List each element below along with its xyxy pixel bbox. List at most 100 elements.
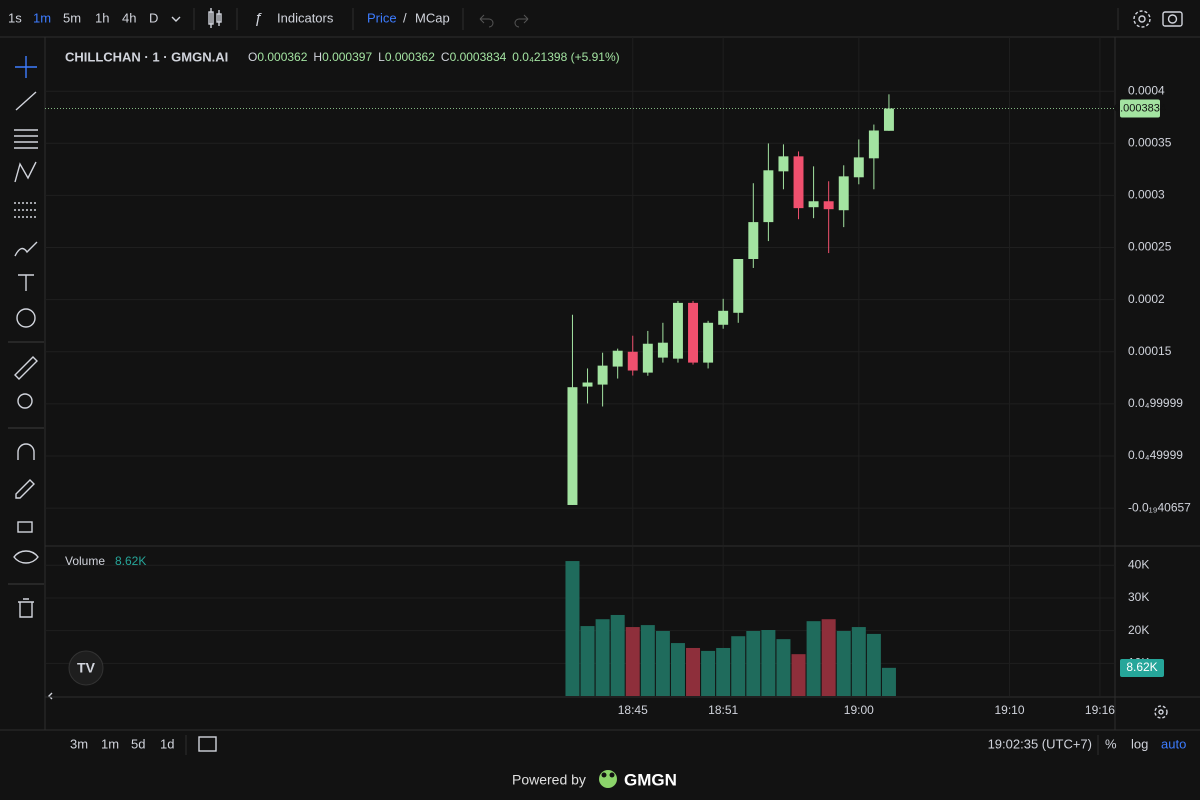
range[interactable]: 1m [101, 736, 119, 751]
volume-bar [716, 647, 731, 696]
lock-tool[interactable] [17, 521, 33, 533]
emoji-tool[interactable] [16, 308, 36, 328]
volume-bar [565, 561, 580, 696]
volume-bar [731, 636, 746, 696]
candle-body [582, 382, 593, 387]
symbol: CHILLCHAN · 1 · GMGN.AI [65, 49, 228, 64]
candle-body [838, 176, 849, 211]
volume-badge [1120, 659, 1164, 677]
clock: 19:02:35 (UTC+7) [988, 736, 1092, 751]
axis-settings[interactable] [1154, 705, 1168, 719]
x-tick-label: 19:10 [994, 703, 1024, 717]
candle-body [778, 156, 789, 172]
interval-active[interactable]: 1m [33, 10, 51, 25]
price-badge [1120, 99, 1160, 118]
volume-bar [836, 630, 851, 696]
tradingview-logo[interactable]: TV [68, 650, 104, 686]
left-toolbar [8, 56, 53, 700]
interval[interactable]: 1s [8, 10, 22, 25]
screenshot-button[interactable] [1162, 11, 1183, 27]
volume-bar [686, 647, 701, 696]
visibility-tool[interactable] [13, 550, 39, 564]
candle-body [642, 343, 653, 373]
top-toolbar: 1s 1m 5m 1h 4h D ƒ Indicators Price / MC… [8, 8, 1183, 30]
interval[interactable]: D [149, 10, 158, 25]
grid: 40K30K20K10K [45, 37, 1149, 696]
toggle-separator: / [403, 10, 407, 25]
change: 0.0₄21398 (+5.91%) [512, 50, 619, 64]
chart-type-button[interactable] [208, 8, 222, 28]
mcap-toggle[interactable]: MCap [415, 10, 450, 25]
magnet-tool[interactable] [17, 443, 35, 460]
crosshair-tool[interactable] [15, 56, 37, 78]
ohlc-value: 0.000362 [257, 50, 307, 64]
ohlc-legend: O0.000362 H0.000397 L0.000362 C0.0003834 0.0… [248, 50, 620, 64]
ruler-tool[interactable] [14, 356, 38, 380]
text-tool[interactable] [18, 274, 34, 291]
interval[interactable]: 5m [63, 10, 81, 25]
candle-body [733, 259, 744, 313]
volume-bar [701, 650, 716, 696]
fib-tool[interactable] [14, 129, 38, 149]
candle-body [808, 201, 819, 208]
x-tick-label: 18:45 [618, 703, 648, 717]
volume-bar [610, 614, 625, 696]
brand: GMGN [624, 770, 677, 789]
collapse-button[interactable] [48, 692, 53, 700]
volume-bar [851, 627, 866, 696]
x-tick-label: 18:51 [708, 703, 738, 717]
interval[interactable]: 1h [95, 10, 109, 25]
brush-tool[interactable] [14, 241, 38, 257]
goto-date-button[interactable] [198, 736, 217, 752]
volume-value: 8.62K [115, 554, 146, 568]
ohlc-label: H [313, 50, 322, 64]
volume-bar [746, 630, 761, 696]
redo-button[interactable] [514, 14, 529, 28]
prediction-tool[interactable] [14, 202, 38, 218]
y-tick-label: 0.0004 [1128, 83, 1165, 97]
interval[interactable]: 4h [122, 10, 136, 25]
y-tick-label: 0.00025 [1128, 240, 1172, 254]
volume-label: Volume [65, 554, 105, 568]
ohlc-value: 0.000362 [385, 50, 435, 64]
percent-toggle[interactable]: % [1105, 736, 1117, 751]
volume-bar [580, 626, 595, 696]
volume-bar [791, 654, 806, 696]
candle-body [612, 350, 623, 367]
volume-bar [625, 627, 640, 696]
settings-button[interactable] [1133, 10, 1151, 28]
fx-icon[interactable]: ƒ [254, 10, 262, 27]
y-tick-label: 0.00035 [1128, 135, 1172, 149]
volume-bar [670, 643, 685, 696]
undo-button[interactable] [479, 14, 494, 28]
candle-body [597, 365, 608, 385]
candle-body [748, 222, 759, 260]
plot [45, 94, 1115, 696]
ohlc-label: C [441, 50, 450, 64]
trend-line-tool[interactable] [15, 91, 37, 111]
indicators-button[interactable]: Indicators [277, 10, 334, 25]
auto-toggle[interactable]: auto [1161, 736, 1186, 751]
pattern-tool[interactable] [14, 161, 37, 183]
candle-body [718, 310, 729, 325]
y-tick-label: 40K [1128, 557, 1149, 571]
y-tick-label: 20K [1128, 623, 1149, 637]
volume-bar [821, 619, 836, 696]
price-toggle[interactable]: Price [367, 10, 397, 25]
interval-dropdown[interactable] [171, 16, 181, 22]
y-tick-label: 0.0002 [1128, 292, 1165, 306]
candle-body [853, 157, 864, 178]
volume-bar [866, 633, 881, 696]
zoom-tool[interactable] [17, 393, 33, 409]
range[interactable]: 5d [131, 736, 145, 751]
x-tick-label: 19:00 [844, 703, 874, 717]
volume-bar [776, 639, 791, 696]
log-toggle[interactable]: log [1131, 736, 1148, 751]
lock-drawing-tool[interactable] [15, 479, 35, 499]
volume-bar [761, 629, 776, 696]
candle-body [567, 387, 578, 505]
delete-tool[interactable] [18, 598, 34, 618]
range[interactable]: 1d [160, 736, 174, 751]
range[interactable]: 3m [70, 736, 88, 751]
ohlc-label: L [378, 50, 385, 64]
